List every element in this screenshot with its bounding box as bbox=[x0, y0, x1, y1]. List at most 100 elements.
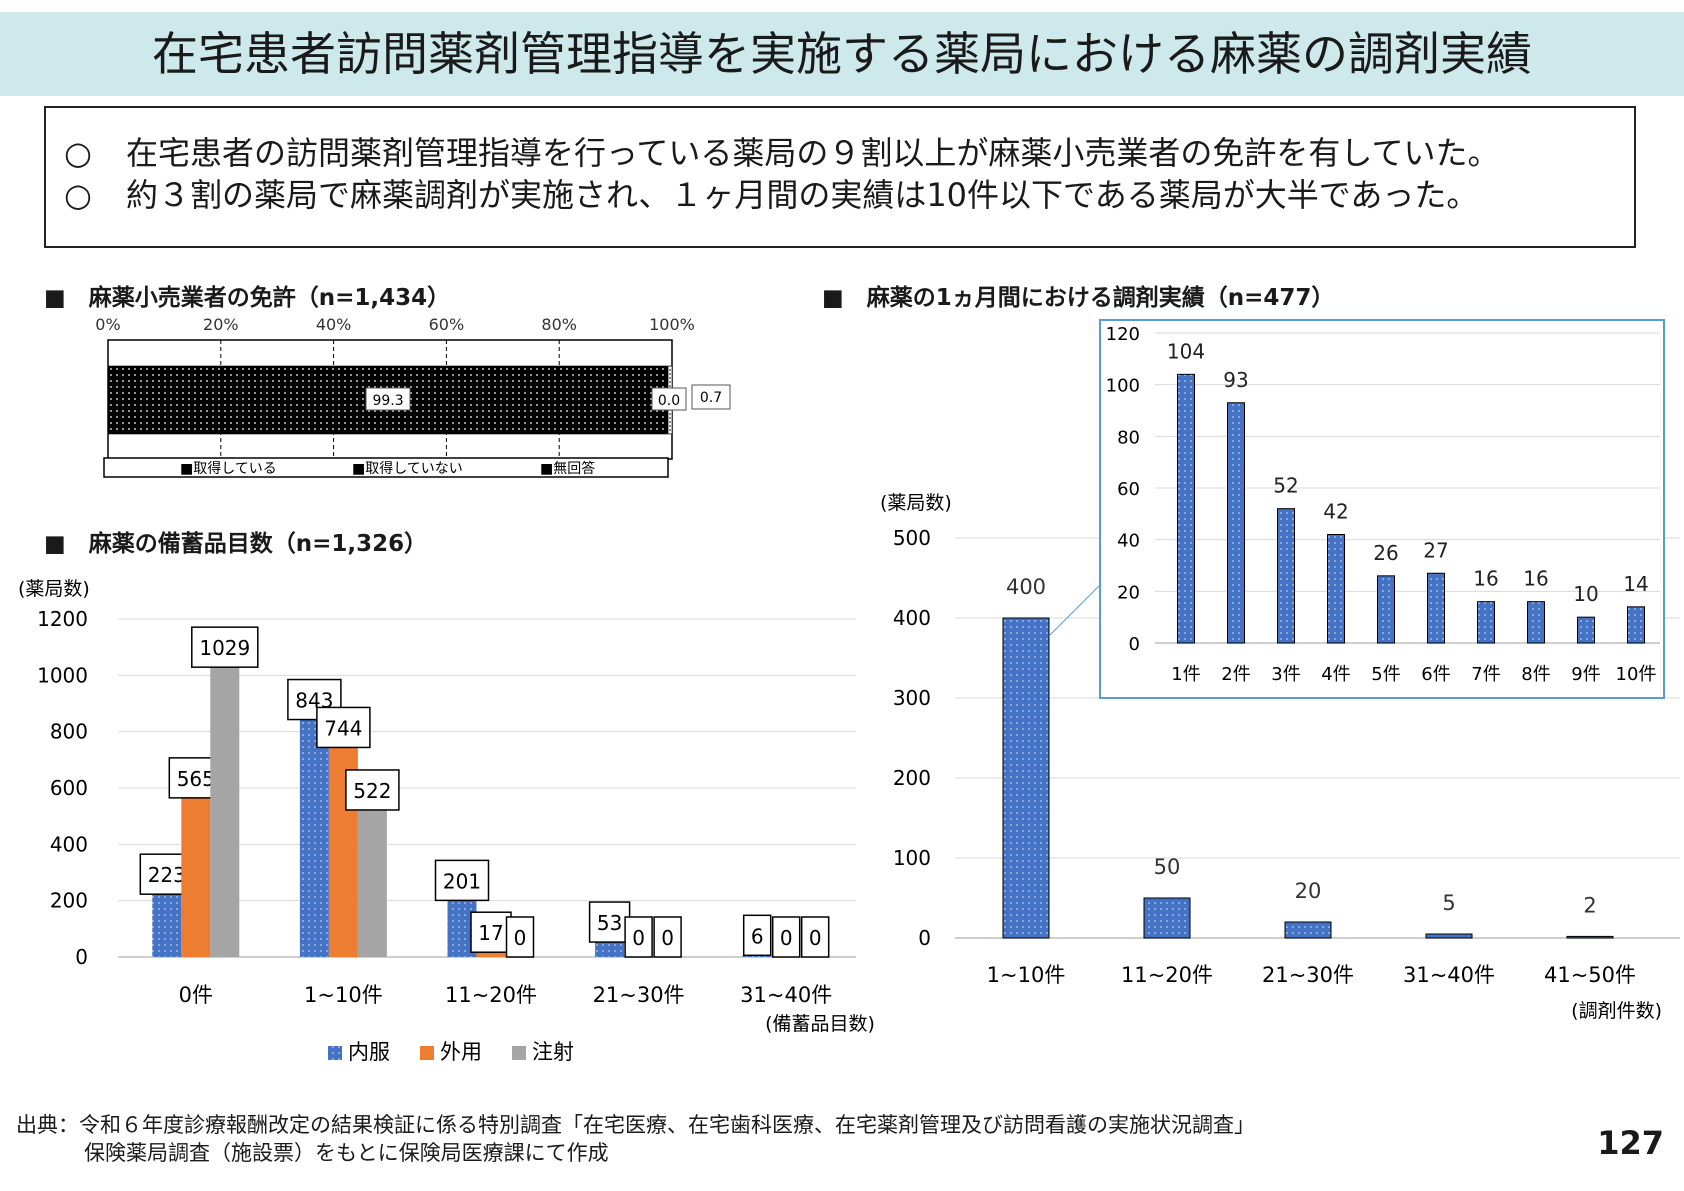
section-title-dispense: ■ 麻薬の1ヵ月間における調剤実績（n=477） bbox=[822, 285, 1335, 311]
section-title-stock: ■ 麻薬の備蓄品目数（n=1,326） bbox=[44, 531, 428, 557]
title-bar: 在宅患者訪問薬剤管理指導を実施する薬局における麻薬の調剤実績 bbox=[0, 12, 1684, 96]
license-legend-item: ■取得していない bbox=[352, 460, 463, 477]
inset-x-tick-label: 4件 bbox=[1321, 664, 1350, 685]
inset-x-tick-label: 6件 bbox=[1421, 664, 1450, 685]
inset-bar bbox=[1577, 616, 1595, 644]
stock-legend-swatch bbox=[328, 1046, 342, 1060]
dispense-y-tick-label: 0 bbox=[918, 926, 931, 950]
inset-bar bbox=[1277, 508, 1295, 644]
stock-data-label-box bbox=[434, 859, 490, 902]
summary-line-2: ○ 約３割の薬局で麻薬調剤が実施され、１ヶ月間の実績は10件以下である薬局が大半で… bbox=[64, 170, 1478, 216]
stock-y-tick-label: 800 bbox=[50, 720, 88, 744]
license-data-label: 0.0 bbox=[658, 393, 680, 409]
license-x-tick-label: 100% bbox=[649, 315, 695, 334]
license-x-tick-label: 40% bbox=[316, 315, 352, 334]
dispense-data-label: 2 bbox=[1583, 893, 1596, 917]
dispense-y-tick-label: 400 bbox=[893, 606, 931, 630]
stock-legend-label: 外用 bbox=[440, 1040, 482, 1064]
inset-data-label: 26 bbox=[1373, 541, 1398, 565]
summary-bullet-2: ○ bbox=[64, 176, 92, 214]
stock-bar bbox=[181, 797, 211, 957]
stock-x-tick-label: 31~40件 bbox=[740, 983, 832, 1007]
page-title: 在宅患者訪問薬剤管理指導を実施する薬局における麻薬の調剤実績 bbox=[152, 27, 1532, 81]
stock-y-axis-label: (薬局数) bbox=[18, 578, 90, 600]
stock-data-label: 744 bbox=[324, 716, 362, 740]
inset-y-tick-label: 40 bbox=[1117, 531, 1140, 552]
inset-x-tick-label: 9件 bbox=[1571, 664, 1600, 685]
inset-y-tick-label: 20 bbox=[1117, 582, 1140, 603]
stock-y-tick-label: 1000 bbox=[37, 663, 88, 687]
stock-y-tick-label: 0 bbox=[75, 945, 88, 969]
stock-y-tick-label: 200 bbox=[50, 889, 88, 913]
inset-x-tick-label: 3件 bbox=[1271, 664, 1300, 685]
stock-bar bbox=[152, 894, 182, 957]
stock-legend-swatch bbox=[512, 1046, 526, 1060]
stock-data-label-box bbox=[470, 911, 512, 953]
inset-y-tick-label: 100 bbox=[1106, 376, 1140, 397]
inset-bar bbox=[1527, 601, 1545, 644]
stock-data-label-box bbox=[624, 916, 653, 958]
inset-data-label: 16 bbox=[1523, 567, 1548, 591]
license-x-tick-label: 20% bbox=[203, 315, 239, 334]
inset-bar bbox=[1627, 606, 1645, 644]
inset-x-tick-label: 2件 bbox=[1221, 664, 1250, 685]
section-title-license: ■ 麻薬小売業者の免許（n=1,434） bbox=[44, 285, 451, 311]
stock-data-label: 0 bbox=[514, 926, 527, 950]
stock-data-label: 522 bbox=[353, 779, 391, 803]
inset-data-label: 52 bbox=[1273, 474, 1298, 498]
stock-data-label: 0 bbox=[661, 926, 674, 950]
license-data-label: 0.7 bbox=[700, 390, 722, 406]
dispense-bar bbox=[1143, 897, 1191, 939]
dispense-y-axis-label: (薬局数) bbox=[880, 492, 952, 514]
page-number: 127 bbox=[1597, 1124, 1664, 1162]
license-legend-item: ■取得している bbox=[180, 460, 277, 477]
stock-data-label: 6 bbox=[751, 924, 764, 948]
inset-y-tick-label: 120 bbox=[1106, 324, 1140, 345]
stock-data-label: 0 bbox=[780, 926, 793, 950]
summary-text-2: 約３割の薬局で麻薬調剤が実施され、１ヶ月間の実績は10件以下である薬局が大半であ… bbox=[126, 176, 1479, 214]
inset-bar bbox=[1227, 402, 1245, 644]
dispense-y-tick-label: 100 bbox=[893, 846, 931, 870]
stock-x-tick-label: 1~10件 bbox=[304, 983, 383, 1007]
inset-y-tick-label: 80 bbox=[1117, 427, 1140, 448]
inset-data-label: 27 bbox=[1423, 538, 1448, 562]
dispense-x-axis-label: (調剤件数) bbox=[1571, 1000, 1662, 1022]
inset-bar bbox=[1377, 575, 1395, 644]
stock-data-label: 201 bbox=[443, 869, 481, 893]
stock-legend-label: 注射 bbox=[532, 1040, 574, 1064]
license-data-label: 99.3 bbox=[372, 393, 403, 409]
license-data-label-box bbox=[365, 387, 411, 411]
stock-data-label: 17 bbox=[478, 921, 503, 945]
summary-text-1: 在宅患者の訪問薬剤管理指導を行っている薬局の９割以上が麻薬小売業者の免許を有して… bbox=[126, 134, 1500, 172]
stock-data-label: 223 bbox=[148, 863, 186, 887]
inset-x-tick-label: 7件 bbox=[1471, 664, 1500, 685]
license-legend-box bbox=[103, 457, 669, 478]
license-x-tick-label: 80% bbox=[541, 315, 577, 334]
stock-y-tick-label: 600 bbox=[50, 776, 88, 800]
stock-data-label-box bbox=[505, 916, 535, 958]
stock-bar bbox=[476, 952, 506, 957]
dispense-data-label: 400 bbox=[1006, 575, 1046, 599]
stock-data-label-box bbox=[653, 916, 682, 958]
dispense-x-tick-label: 1~10件 bbox=[987, 963, 1066, 987]
dispense-y-tick-label: 200 bbox=[893, 766, 931, 790]
stock-bar bbox=[742, 955, 772, 957]
stock-data-label-box bbox=[800, 916, 830, 958]
inset-bar bbox=[1177, 373, 1195, 644]
dispense-x-tick-label: 11~20件 bbox=[1121, 963, 1213, 987]
stock-data-label-box bbox=[345, 769, 400, 811]
inset-connector-line bbox=[1048, 584, 1101, 637]
inset-data-label: 42 bbox=[1323, 500, 1348, 524]
license-data-label-box bbox=[651, 387, 687, 411]
stock-x-tick-label: 11~20件 bbox=[445, 983, 537, 1007]
dispense-data-label: 50 bbox=[1154, 855, 1181, 879]
stock-data-label: 53 bbox=[597, 911, 622, 935]
inset-x-tick-label: 5件 bbox=[1371, 664, 1400, 685]
stock-x-tick-label: 0件 bbox=[179, 983, 213, 1007]
inset-y-tick-label: 0 bbox=[1129, 634, 1140, 655]
stock-data-label-box bbox=[742, 914, 772, 957]
stock-data-label-box bbox=[771, 916, 801, 958]
dispense-y-tick-label: 500 bbox=[893, 526, 931, 550]
dispense-y-tick-label: 300 bbox=[893, 686, 931, 710]
